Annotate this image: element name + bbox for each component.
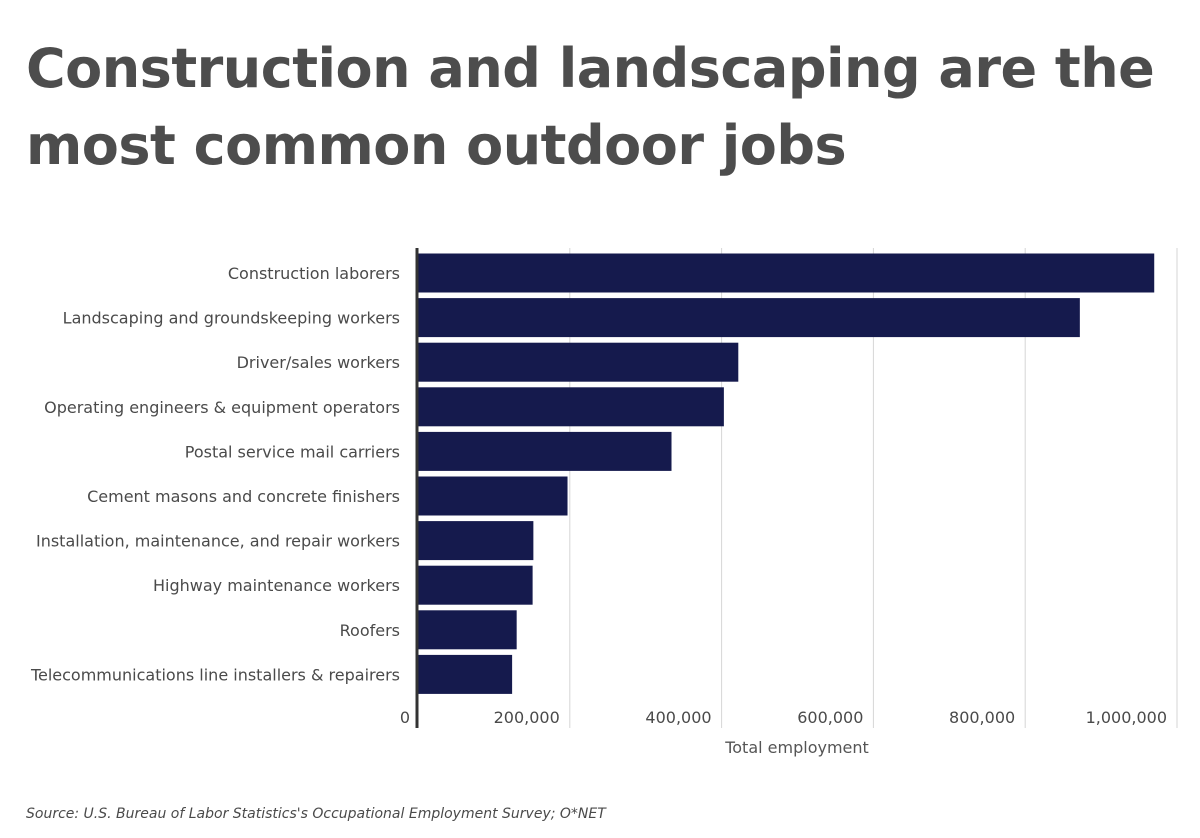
category-label: Postal service mail carriers [185,442,400,461]
bar [418,298,1080,338]
x-axis-label: Total employment [724,738,869,757]
bars [418,253,1155,694]
category-label: Driver/sales workers [237,353,400,372]
bar [418,476,568,516]
x-tick-labels: 0 200,000 400,000 600,000 800,000 1,000,000 [400,708,1167,727]
bar [418,565,533,605]
category-label: Installation, maintenance, and repair wo… [36,532,400,551]
bar [418,610,517,650]
category-label: Operating engineers & equipment operator… [44,398,400,417]
category-label: Landscaping and groundskeeping workers [63,309,400,328]
bar [418,521,534,561]
category-label: Cement masons and concrete finishers [87,487,400,506]
bar [418,253,1155,293]
category-label: Construction laborers [228,264,400,283]
category-label: Roofers [340,621,400,640]
source-note: Source: U.S. Bureau of Labor Statistics'… [26,806,606,822]
bar [418,431,672,471]
x-tick-label: 1,000,000 [1086,708,1167,727]
category-label: Telecommunications line installers & rep… [30,665,400,684]
bar [418,342,739,382]
x-tick-label: 400,000 [645,708,711,727]
x-tick-label: 600,000 [797,708,863,727]
category-labels: Construction laborers Landscaping and gro… [30,264,400,684]
x-tick-label: 200,000 [494,708,560,727]
bar [418,654,513,694]
chart-title: Construction and landscaping are the mos… [26,37,1155,177]
category-label: Highway maintenance workers [153,576,400,595]
bar [418,387,724,427]
x-tick-label: 800,000 [949,708,1015,727]
x-tick-label: 0 [400,708,410,727]
